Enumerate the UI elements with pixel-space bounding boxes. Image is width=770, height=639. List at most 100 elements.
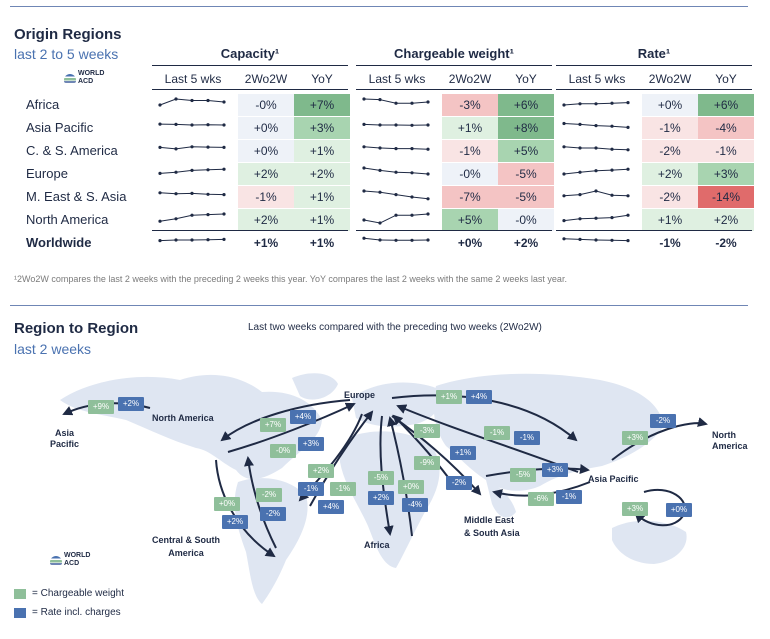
sparkline-point-weight-0-4 [426, 100, 430, 104]
arrow-na-eur [227, 402, 356, 453]
sparkline-point-capacity-2-1 [174, 147, 178, 151]
sparkline-point-weight-6-0 [362, 236, 366, 240]
sparkline-rate-1 [562, 121, 630, 129]
label-north-america: North America [152, 413, 214, 423]
label-asia-pacific-left-1: Asia [55, 428, 75, 438]
sparkline-point-rate-6-4 [626, 239, 630, 243]
cell-weight-yoy-0: +6% [498, 94, 554, 116]
sparkline-point-rate-5-4 [626, 213, 630, 217]
cell-rate-wow-6: -1% [659, 236, 681, 250]
column-underline-rate [556, 89, 752, 90]
sparkline-point-capacity-6-2 [190, 238, 194, 242]
label-asia-pacific: Asia Pacific [588, 474, 639, 484]
column-header-capacity-1: 2Wo2W [244, 72, 288, 86]
cell-rate-wow-0: +0% [642, 94, 698, 116]
sparkline-point-weight-4-4 [426, 197, 430, 201]
column-header-weight-0: Last 5 wks [368, 72, 426, 86]
sparkline-capacity-3 [158, 167, 226, 175]
sparkline-point-weight-4-0 [362, 189, 366, 193]
flow-badge-eurcsa-w: +2% [308, 464, 334, 478]
arrow-csa-na [244, 456, 277, 549]
cell-capacity-wow-2: +0% [238, 140, 294, 162]
cell-weight-yoy-3: -5% [498, 163, 554, 185]
cell-capacity-yoy-1: +3% [294, 117, 350, 139]
cell-rate-yoy-3: +3% [698, 163, 754, 185]
sparkline-rate-5 [562, 213, 630, 223]
cell-rate-yoy-5: +2% [698, 209, 754, 231]
flow-badge-apap-r: +0% [666, 503, 692, 517]
cell-weight-yoy-1: +8% [498, 117, 554, 139]
cell-weight-wow-2: -1% [442, 140, 498, 162]
label-me-1: Middle East [464, 515, 515, 525]
sparkline-capacity-6 [158, 237, 226, 243]
sparkline-point-weight-5-4 [426, 212, 430, 216]
label-me-2: & South Asia [464, 528, 520, 538]
sparkline-point-weight-5-1 [378, 221, 382, 225]
arrow-me-ap [485, 464, 590, 477]
cell-rate-yoy-4: -14% [698, 186, 754, 208]
sparkline-point-capacity-2-2 [190, 145, 194, 149]
logo-map-text-2: ACD [64, 560, 80, 567]
map-title: Region to Region [14, 320, 139, 337]
cell-weight-wow-6: +0% [457, 236, 483, 250]
cell-rate-wow-4: -2% [642, 186, 698, 208]
label-europe: Europe [344, 390, 376, 400]
sparkline-point-weight-5-2 [394, 213, 398, 217]
sparkline-point-rate-4-4 [626, 194, 630, 198]
sparkline-point-rate-3-4 [626, 167, 630, 171]
cell-weight-yoy-4: -5% [498, 186, 554, 208]
row-label-0: Africa [26, 97, 60, 112]
flow-badge-apap-w: +3% [622, 502, 648, 516]
sparkline-point-rate-0-0 [562, 103, 566, 107]
sparkline-point-rate-1-2 [594, 124, 598, 128]
sparkline-point-weight-6-1 [378, 238, 382, 242]
sparkline-point-weight-3-2 [394, 170, 398, 174]
worldwide-separator-capacity [152, 230, 348, 231]
sparkline-point-rate-0-3 [610, 101, 614, 105]
logo-text-2: ACD [78, 78, 94, 85]
arrow-afr-eur [387, 416, 413, 537]
sparkline-point-capacity-1-0 [158, 122, 162, 126]
sparkline-point-capacity-5-0 [158, 219, 162, 223]
group-underline-weight [356, 65, 552, 66]
legend-rate-label: = Rate incl. charges [32, 607, 121, 618]
sparkline-point-capacity-4-3 [206, 192, 210, 196]
label-csa-2: America [168, 548, 204, 558]
flow-badge-napac-w: +9% [88, 400, 114, 414]
sparkline-point-rate-2-0 [562, 145, 566, 149]
cell-capacity-yoy-3: +2% [294, 163, 350, 185]
greenland-shape [292, 373, 338, 400]
sparkline-point-rate-1-3 [610, 124, 614, 128]
arrow-eur-ap [391, 394, 578, 442]
flow-badge-eurap-r: +4% [466, 390, 492, 404]
flow-badge-eurcsa-r: -1% [298, 482, 324, 496]
sparkline-point-weight-1-1 [378, 123, 382, 127]
cell-capacity-yoy-2: +1% [294, 140, 350, 162]
logo-map-icon [50, 555, 62, 565]
sparkline-point-weight-1-2 [394, 123, 398, 127]
sparkline-point-rate-2-3 [610, 147, 614, 151]
sparkline-point-weight-4-2 [394, 193, 398, 197]
sparkline-weight-2 [362, 145, 430, 151]
sparkline-point-rate-5-0 [562, 219, 566, 223]
sparkline-rate-6 [562, 237, 630, 243]
label-north-america-right-1: North [712, 430, 736, 440]
sparkline-point-rate-2-4 [626, 148, 630, 152]
cell-weight-yoy-5: -0% [498, 209, 554, 231]
flow-badge-meap-w: -5% [510, 468, 536, 482]
sparkline-point-capacity-0-0 [158, 103, 162, 107]
legend-rate-swatch [14, 608, 26, 618]
label-africa: Africa [364, 540, 390, 550]
column-header-capacity-0: Last 5 wks [164, 72, 222, 86]
column-header-capacity-2: YoY [311, 72, 333, 86]
sparkline-point-rate-5-2 [594, 216, 598, 220]
sparkline-point-capacity-2-3 [206, 145, 210, 149]
sparkline-point-capacity-6-3 [206, 238, 210, 242]
section-subtitle: last 2 to 5 weeks [14, 46, 119, 62]
sparkline-capacity-2 [158, 145, 226, 151]
sparkline-point-capacity-1-3 [206, 123, 210, 127]
cell-rate-wow-3: +2% [642, 163, 698, 185]
logo-text-1: WORLD [78, 70, 105, 77]
world-acd-logo: WORLD ACD [64, 70, 104, 86]
sparkline-point-capacity-0-3 [206, 98, 210, 103]
